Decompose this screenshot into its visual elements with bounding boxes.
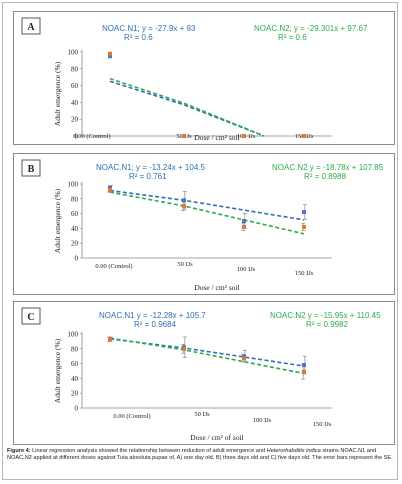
data-point-noacn1 [242, 354, 246, 359]
data-point-noacn1 [242, 219, 246, 223]
y-tick-label: 100 [68, 49, 79, 57]
r2-noacn1: R² = 0.761 [129, 172, 167, 181]
x-tick-label: 0.00 (Control) [113, 413, 150, 420]
y-tick-label: 60 [71, 360, 79, 368]
figure-caption: Figure 4: Linear regression analysis sho… [7, 448, 395, 462]
r2-noacn2: R² = 0.9982 [306, 320, 349, 329]
y-tick-label: 60 [71, 210, 79, 218]
caption-text-2: strains NOAC.N1 and NOAC.N2 applied at d… [7, 448, 393, 461]
data-point-noacn1 [302, 210, 306, 215]
y-axis-label: Adult emergence (%) [53, 61, 62, 126]
data-point-noacn2 [302, 224, 306, 229]
y-tick-label: 40 [71, 225, 79, 233]
x-tick-label: 0.00 (Control) [73, 133, 110, 140]
chart-c: C 0 20 40 60 80 100 Adult emergence (%) 0.00 (Co… [21, 307, 381, 442]
equation-noacn1: NOAC.N1; y = -13.24x + 104.5 [96, 163, 205, 172]
equation-noacn1: NOAC.N1 y = -12.28x + 105.7 [99, 311, 206, 320]
equation-noacn2: NOAC.N2; y = -29.301x + 97.67 [254, 24, 368, 33]
chart-a: A 0 20 40 60 80 100 Adult emergence (%) 0.00 (Co… [21, 17, 368, 142]
x-tick-label: 100 IJs [253, 417, 272, 424]
data-point-noacn1 [108, 185, 112, 190]
caption-label: Figure 4: [7, 448, 31, 454]
chart-b: B 0 20 40 60 80 100 Adult emergence (%) 0.00 (Co… [21, 159, 384, 292]
y-tick-label: 40 [71, 375, 79, 383]
r2-noacn1: R² = 0.6 [124, 33, 153, 42]
data-point-noacn2 [108, 337, 112, 342]
x-axis-label: Dose / cm² soil [194, 283, 239, 292]
trendline-noacn2 [109, 337, 305, 375]
figure-frame: A 0 20 40 60 80 100 Adult emergence (%) 0.00 (Co… [2, 2, 398, 480]
x-tick-label: 150 IJs [295, 270, 314, 277]
y-tick-label: 0 [75, 133, 79, 141]
equation-noacn2: NOAC.N2 y = -18.78x + 107.85 [272, 163, 384, 172]
panel-letter: C [27, 312, 34, 323]
data-point-noacn2 [182, 134, 186, 138]
data-point-noacn2 [242, 134, 246, 138]
y-tick-label: 60 [71, 82, 79, 90]
data-point-noacn2 [302, 369, 306, 374]
x-tick-label: 0.00 (Control) [95, 263, 132, 270]
panel-letter: A [27, 22, 35, 33]
data-point-noacn2 [182, 204, 186, 209]
trendline-noacn1 [109, 189, 305, 221]
y-tick-label: 80 [71, 195, 79, 203]
y-tick-label: 20 [71, 390, 79, 398]
y-tick-label: 40 [71, 99, 79, 107]
trendline-noacn2 [109, 77, 265, 137]
r2-noacn1: R² = 0.9684 [134, 320, 177, 329]
x-tick-label: 100 IJs [237, 266, 256, 273]
y-tick-label: 0 [75, 255, 79, 263]
y-tick-label: 20 [71, 240, 79, 248]
data-point-noacn2 [108, 187, 112, 192]
panel-c: C 0 20 40 60 80 100 Adult emergence (%) 0.00 (Co… [13, 301, 395, 445]
caption-text-1: Linear regression analysis showed the re… [30, 448, 267, 454]
r2-noacn2: R² = 0.6 [278, 33, 307, 42]
panel-letter-box [21, 17, 41, 35]
panel-b: B 0 20 40 60 80 100 Adult emergence (%) 0.00 (Co… [13, 153, 395, 295]
x-tick-label: 50 IJs [194, 411, 210, 418]
panel-letter-box [21, 159, 41, 177]
panel-letter: B [28, 164, 35, 175]
data-point-noacn2 [108, 51, 112, 56]
y-axis-label: Adult emergence (%) [53, 188, 62, 253]
data-point-noacn2 [302, 134, 306, 138]
y-axis-label: Adult emergence (%) [53, 338, 62, 403]
equation-noacn2: NOAC.N2 y = -15.95x + 110.45 [270, 311, 381, 320]
panel-letter-box [21, 307, 41, 325]
equation-noacn1: NOAC.N1; y = -27.9x + 93 [102, 24, 196, 33]
x-axis-label: Dose / cm² of soil [190, 433, 244, 442]
y-tick-label: 80 [71, 65, 79, 73]
y-tick-label: 80 [71, 345, 79, 353]
caption-species: Heterorhabditis indica [266, 448, 321, 454]
data-point-noacn1 [182, 198, 186, 203]
x-tick-label: 150 IJs [313, 421, 332, 428]
x-tick-label: 100 IJs [237, 133, 256, 140]
trendline-noacn2 [109, 191, 305, 235]
data-point-noacn2 [242, 356, 246, 361]
trendline-noacn1 [109, 338, 305, 367]
data-point-noacn1 [302, 363, 306, 368]
r2-noacn2: R² = 0.8988 [304, 172, 347, 181]
y-tick-label: 100 [68, 331, 79, 339]
data-point-noacn1 [108, 54, 112, 59]
x-axis-label: Dose / cm² soil [194, 133, 239, 142]
y-tick-label: 0 [75, 405, 79, 413]
y-tick-label: 20 [71, 116, 79, 124]
trendline-noacn1 [109, 80, 265, 137]
data-point-noacn2 [182, 346, 186, 351]
panel-a: A 0 20 40 60 80 100 Adult emergence (%) 0.00 (Co… [13, 11, 395, 145]
x-tick-label: 50 IJs [177, 261, 193, 268]
y-tick-label: 100 [68, 181, 79, 189]
data-point-noacn2 [242, 224, 246, 229]
